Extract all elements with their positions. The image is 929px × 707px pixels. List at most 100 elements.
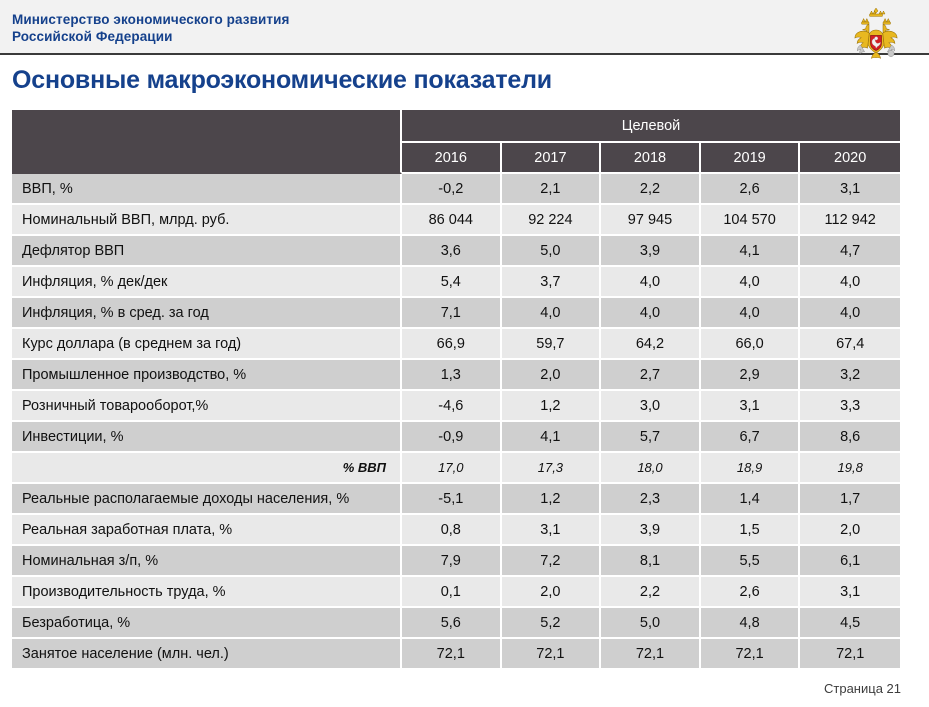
row-label: Розничный товарооборот,% (12, 391, 402, 422)
row-value-2019: 4,0 (700, 267, 801, 298)
row-value-2016: -0,9 (402, 422, 502, 453)
row-label: Безработица, % (12, 608, 402, 639)
row-value-2019: 1,5 (700, 515, 801, 546)
row-label: Реальные располагаемые доходы населения,… (12, 484, 402, 515)
row-value-2019: 5,5 (700, 546, 801, 577)
row-value-2016: 0,8 (402, 515, 502, 546)
row-value-2020: 3,1 (800, 174, 900, 205)
table-row: Номинальный ВВП, млрд. руб. 86 044 92 22… (12, 205, 900, 236)
row-label: Занятое население (млн. чел.) (12, 639, 402, 670)
row-label: ВВП, % (12, 174, 402, 205)
row-value-2018: 3,0 (601, 391, 701, 422)
row-value-2017: 1,2 (501, 484, 602, 515)
table-row-subnote: % ВВП 17,0 17,3 18,0 18,9 19,8 (12, 453, 900, 484)
table-header-group-row: Целевой (12, 110, 900, 174)
row-value-2018: 2,2 (601, 174, 701, 205)
ministry-header-band: Министерство экономического развития Рос… (0, 0, 929, 55)
row-value-2020: 3,2 (800, 360, 900, 391)
table-row: Инфляция, % дек/дек 5,4 3,7 4,0 4,0 4,0 (12, 267, 900, 298)
row-value-2016: 3,6 (402, 236, 502, 267)
row-value-2017: 4,1 (501, 422, 602, 453)
ministry-name: Министерство экономического развития Рос… (12, 11, 289, 45)
row-value-2019: 4,8 (700, 608, 801, 639)
row-value-2017: 3,1 (501, 515, 602, 546)
table-row: Производительность труда, % 0,1 2,0 2,2 … (12, 577, 900, 608)
row-value-2018: 72,1 (601, 639, 701, 670)
row-value-2019: 2,6 (700, 577, 801, 608)
table-row: Безработица, % 5,6 5,2 5,0 4,8 4,5 (12, 608, 900, 639)
table-row: Занятое население (млн. чел.) 72,1 72,1 … (12, 639, 900, 670)
row-value-2016: 5,4 (402, 267, 502, 298)
row-value-2020: 3,1 (800, 577, 900, 608)
row-label: Дефлятор ВВП (12, 236, 402, 267)
row-value-2016: 7,1 (402, 298, 502, 329)
table-body: ВВП, % -0,2 2,1 2,2 2,6 3,1 Номинальный … (12, 174, 900, 670)
row-value-2020: 3,3 (800, 391, 900, 422)
row-value-2020: 72,1 (800, 639, 900, 670)
page-number-label: Страница 21 (824, 681, 901, 696)
row-value-2018: 3,9 (601, 236, 701, 267)
table-row: Дефлятор ВВП 3,6 5,0 3,9 4,1 4,7 (12, 236, 900, 267)
row-value-2017: 92 224 (501, 205, 602, 236)
row-value-2020: 112 942 (800, 205, 900, 236)
row-label: Инфляция, % в сред. за год (12, 298, 402, 329)
row-value-2018: 18,0 (601, 453, 701, 484)
row-value-2019: 4,0 (700, 298, 801, 329)
row-value-2019: 2,9 (700, 360, 801, 391)
row-value-2019: 18,9 (700, 453, 801, 484)
row-label-percent-gdp: % ВВП (12, 453, 402, 484)
row-value-2018: 4,0 (601, 298, 701, 329)
row-value-2018: 2,7 (601, 360, 701, 391)
table-row: Реальные располагаемые доходы населения,… (12, 484, 900, 515)
row-value-2018: 5,0 (601, 608, 701, 639)
page-title: Основные макроэкономические показатели (12, 66, 552, 94)
column-header-year-2020: 2020 (800, 143, 900, 174)
row-label: Производительность труда, % (12, 577, 402, 608)
row-value-2016: -5,1 (402, 484, 502, 515)
row-value-2019: 4,1 (700, 236, 801, 267)
row-value-2019: 72,1 (700, 639, 801, 670)
row-value-2016: 7,9 (402, 546, 502, 577)
row-value-2016: 72,1 (402, 639, 502, 670)
row-value-2017: 5,0 (501, 236, 602, 267)
row-value-2020: 2,0 (800, 515, 900, 546)
row-value-2017: 3,7 (501, 267, 602, 298)
row-value-2020: 1,7 (800, 484, 900, 515)
table-row: Курс доллара (в среднем за год) 66,9 59,… (12, 329, 900, 360)
row-value-2020: 8,6 (800, 422, 900, 453)
row-value-2017: 1,2 (501, 391, 602, 422)
row-value-2019: 1,4 (700, 484, 801, 515)
row-value-2018: 97 945 (601, 205, 701, 236)
column-header-year-2016: 2016 (402, 143, 502, 174)
row-label: Реальная заработная плата, % (12, 515, 402, 546)
table-row: ВВП, % -0,2 2,1 2,2 2,6 3,1 (12, 174, 900, 205)
row-value-2017: 4,0 (501, 298, 602, 329)
row-value-2018: 4,0 (601, 267, 701, 298)
row-label: Инфляция, % дек/дек (12, 267, 402, 298)
table-row: Инвестиции, % -0,9 4,1 5,7 6,7 8,6 (12, 422, 900, 453)
row-value-2020: 4,5 (800, 608, 900, 639)
row-value-2020: 67,4 (800, 329, 900, 360)
row-label: Курс доллара (в среднем за год) (12, 329, 402, 360)
row-value-2020: 4,7 (800, 236, 900, 267)
macro-indicators-table-container: Целевой 2016 2017 2018 2019 2020 ВВП, % … (12, 110, 900, 670)
row-value-2016: -0,2 (402, 174, 502, 205)
row-value-2018: 8,1 (601, 546, 701, 577)
row-value-2017: 7,2 (501, 546, 602, 577)
ministry-name-line1: Министерство экономического развития (12, 12, 290, 27)
table-row: Промышленное производство, % 1,3 2,0 2,7… (12, 360, 900, 391)
row-value-2016: 66,9 (402, 329, 502, 360)
row-value-2017: 2,0 (501, 360, 602, 391)
table-row: Розничный товарооборот,% -4,6 1,2 3,0 3,… (12, 391, 900, 422)
row-value-2020: 6,1 (800, 546, 900, 577)
row-value-2017: 2,0 (501, 577, 602, 608)
table-row: Номинальная з/п, % 7,9 7,2 8,1 5,5 6,1 (12, 546, 900, 577)
row-value-2016: 86 044 (402, 205, 502, 236)
table-header-year-row: 2016 2017 2018 2019 2020 (12, 143, 900, 174)
row-value-2019: 66,0 (700, 329, 801, 360)
row-value-2018: 3,9 (601, 515, 701, 546)
row-value-2019: 2,6 (700, 174, 801, 205)
row-value-2020: 19,8 (800, 453, 900, 484)
column-header-year-2017: 2017 (501, 143, 602, 174)
row-value-2018: 2,3 (601, 484, 701, 515)
